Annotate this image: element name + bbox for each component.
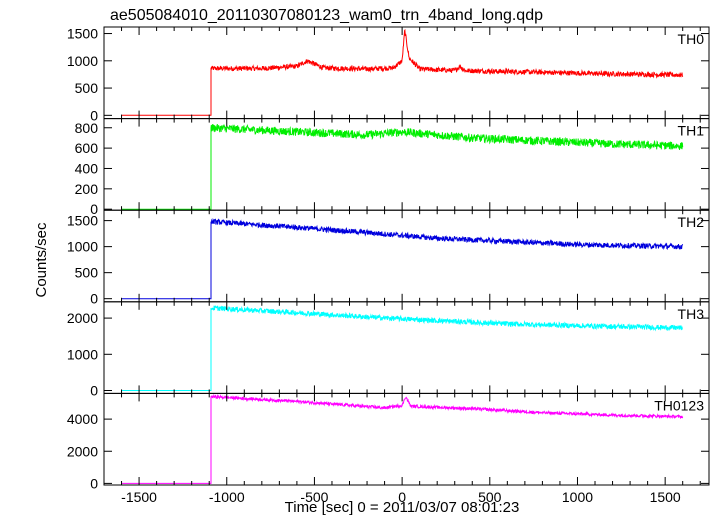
panel-th0: 0 500 1000 1500 TH0 xyxy=(67,26,710,123)
y-tick-label: 1000 xyxy=(67,346,98,362)
y-tick-label: 500 xyxy=(75,265,99,281)
series-line-th2 xyxy=(121,218,684,300)
panels: 0 500 1000 1500 TH0 0 200 400 600 800 TH1 0 500 1000 1… xyxy=(67,26,710,505)
y-tick-label: 800 xyxy=(75,120,99,136)
y-tick-label: 1000 xyxy=(67,53,98,69)
y-tick-label: 0 xyxy=(90,383,98,399)
panel-th2: 0 500 1000 1500 TH2 xyxy=(67,209,710,307)
y-tick-label: 0 xyxy=(90,201,98,217)
panel-frame xyxy=(103,118,710,211)
panel-label-th2: TH2 xyxy=(678,214,705,230)
panel-frame xyxy=(103,392,710,486)
panel-label-th0: TH0 xyxy=(678,31,705,47)
panel-frame xyxy=(103,209,710,303)
panel-th3: 0 1000 2000 TH3 xyxy=(67,301,710,399)
y-tick-label: 400 xyxy=(75,160,99,176)
y-tick-label: 600 xyxy=(75,140,99,156)
y-tick-label: 200 xyxy=(75,181,99,197)
x-tick-label: -500 xyxy=(300,489,328,505)
panel-label-th1: TH1 xyxy=(678,123,705,139)
y-tick-label: 500 xyxy=(75,80,99,96)
y-axis-label: Counts/sec xyxy=(33,222,50,298)
panel-label-th3: TH3 xyxy=(678,306,705,322)
y-tick-label: 1000 xyxy=(67,239,98,255)
y-tick-label: 2000 xyxy=(67,443,98,459)
y-tick-label: 4000 xyxy=(67,411,98,427)
y-tick-label: 0 xyxy=(90,107,98,123)
panel-frame xyxy=(103,301,710,394)
series-line-th0 xyxy=(121,28,684,116)
x-tick-label: 1000 xyxy=(562,489,593,505)
y-tick-label: 0 xyxy=(90,291,98,307)
x-axis-label: Time [sec] 0 = 2011/03/07 08:01:23 xyxy=(285,499,520,516)
y-tick-label: 1500 xyxy=(67,26,98,42)
series-line-th0123 xyxy=(121,393,684,484)
chart-title: ae505084010_20110307080123_wam0_trn_4ban… xyxy=(110,7,543,24)
panel-th0123: 0 2000 4000 TH0123 xyxy=(67,392,710,491)
series-line-th3 xyxy=(121,305,683,391)
panel-th1: 0 200 400 600 800 TH1 xyxy=(75,118,710,217)
series-line-th1 xyxy=(121,123,684,210)
panel-label-th0123: TH0123 xyxy=(654,397,704,413)
x-tick-label: -1500 xyxy=(121,489,157,505)
y-tick-label: 1500 xyxy=(67,213,98,229)
y-tick-label: 0 xyxy=(90,475,98,491)
x-tick-label: 0 xyxy=(398,489,406,505)
x-tick-label: 500 xyxy=(478,489,502,505)
x-tick-label: -1000 xyxy=(209,489,245,505)
y-tick-label: 2000 xyxy=(67,310,98,326)
x-tick-label: 1500 xyxy=(650,489,681,505)
